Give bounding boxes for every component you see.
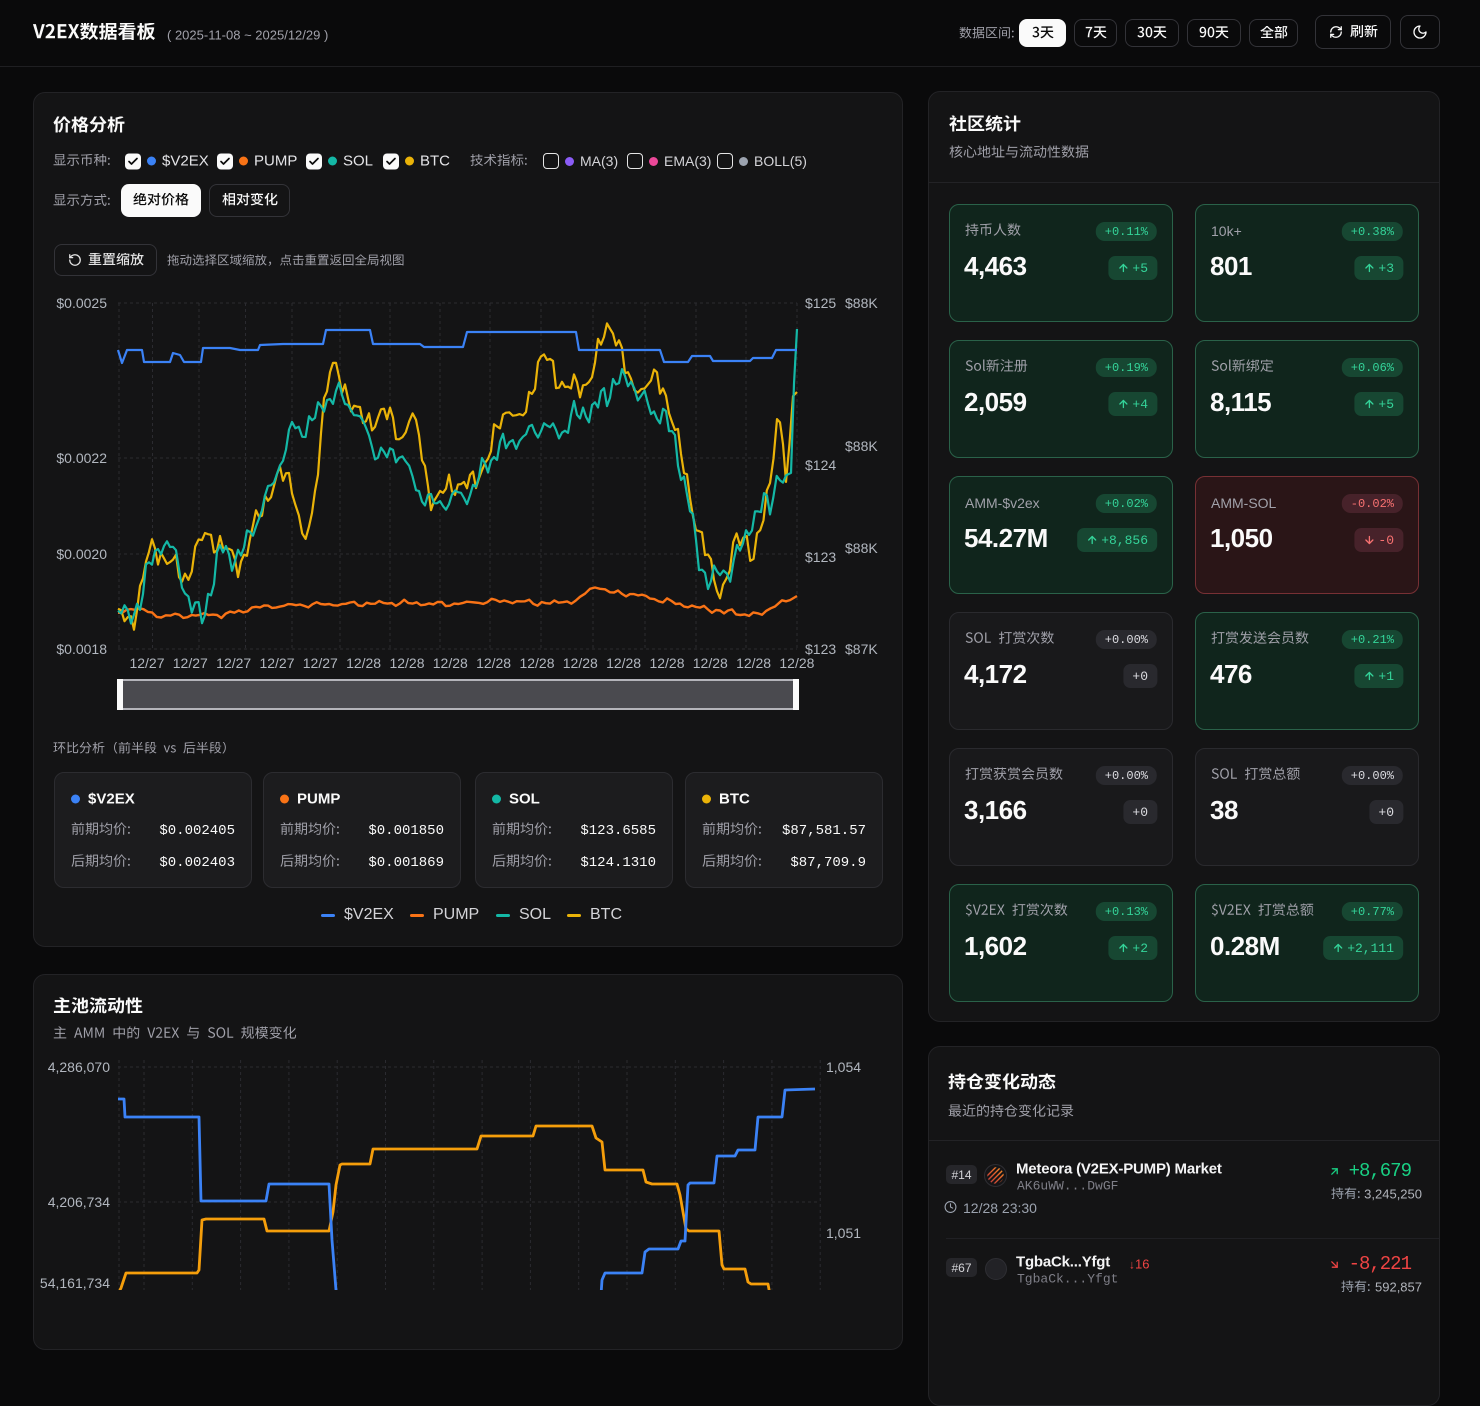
svg-text:12/28: 12/28 bbox=[693, 655, 728, 671]
svg-text:$0.0025: $0.0025 bbox=[56, 295, 107, 311]
svg-text:12/28: 12/28 bbox=[563, 655, 598, 671]
svg-text:12/28: 12/28 bbox=[476, 655, 511, 671]
svg-text:4,286,070: 4,286,070 bbox=[48, 1059, 110, 1075]
svg-text:54,161,734: 54,161,734 bbox=[40, 1275, 110, 1290]
svg-text:$0.0020: $0.0020 bbox=[56, 546, 107, 562]
svg-text:12/28: 12/28 bbox=[649, 655, 684, 671]
svg-text:12/27: 12/27 bbox=[173, 655, 208, 671]
svg-text:$87K: $87K bbox=[845, 641, 878, 657]
svg-text:12/28: 12/28 bbox=[779, 655, 814, 671]
svg-text:12/28: 12/28 bbox=[346, 655, 381, 671]
svg-text:4,206,734: 4,206,734 bbox=[48, 1194, 110, 1210]
svg-text:$88K: $88K bbox=[845, 295, 878, 311]
svg-text:1,051: 1,051 bbox=[826, 1225, 861, 1241]
svg-text:12/28: 12/28 bbox=[519, 655, 554, 671]
svg-text:12/27: 12/27 bbox=[216, 655, 251, 671]
svg-text:$88K: $88K bbox=[845, 438, 878, 454]
svg-text:12/27: 12/27 bbox=[303, 655, 338, 671]
svg-text:12/28: 12/28 bbox=[433, 655, 468, 671]
svg-text:$125: $125 bbox=[805, 295, 836, 311]
svg-text:$0.0022: $0.0022 bbox=[56, 450, 107, 466]
svg-text:$0.0018: $0.0018 bbox=[56, 641, 107, 657]
svg-text:12/28: 12/28 bbox=[389, 655, 424, 671]
svg-text:1,054: 1,054 bbox=[826, 1059, 861, 1075]
svg-text:12/28: 12/28 bbox=[736, 655, 771, 671]
svg-text:$124: $124 bbox=[805, 457, 836, 473]
svg-text:$123: $123 bbox=[805, 641, 836, 657]
svg-text:12/27: 12/27 bbox=[259, 655, 294, 671]
svg-text:$88K: $88K bbox=[845, 540, 878, 556]
svg-text:12/28: 12/28 bbox=[606, 655, 641, 671]
svg-text:12/27: 12/27 bbox=[129, 655, 164, 671]
svg-text:$123: $123 bbox=[805, 549, 836, 565]
